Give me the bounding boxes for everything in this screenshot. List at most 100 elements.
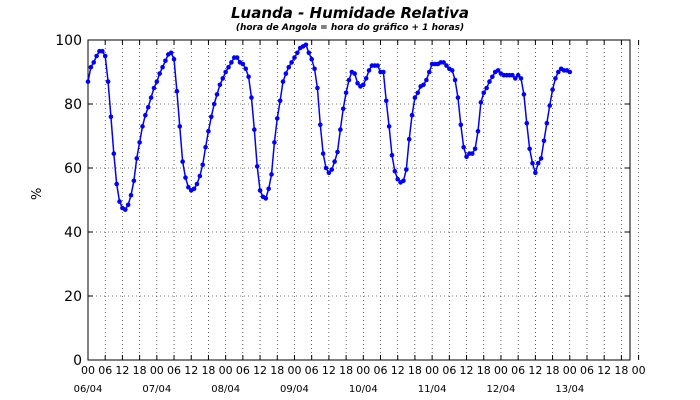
x-tick-label: 06: [236, 364, 250, 377]
y-tick-label: 40: [64, 225, 82, 241]
data-point: [171, 56, 177, 62]
data-point: [114, 181, 119, 187]
data-point: [117, 199, 122, 204]
chart-title: Luanda - Humidade Relativa: [230, 4, 469, 22]
data-point: [332, 159, 337, 164]
data-point: [151, 85, 157, 91]
x-tick-label: 12: [597, 364, 611, 377]
series-humidity: [85, 42, 573, 212]
plot-area-frame: [87, 39, 631, 361]
x-tick-label: 18: [614, 364, 628, 377]
data-point: [180, 159, 185, 164]
data-point: [160, 64, 165, 70]
data-point: [404, 167, 409, 172]
x-date-label: 06/04: [74, 384, 103, 395]
data-point: [421, 82, 426, 88]
data-point: [412, 95, 418, 100]
data-point: [254, 164, 260, 169]
x-tick-label: 06: [167, 364, 181, 377]
x-tick-label: 12: [460, 364, 474, 377]
data-point: [444, 63, 449, 68]
data-point: [88, 64, 94, 70]
data-point: [154, 79, 160, 84]
data-point: [366, 68, 372, 73]
data-point: [105, 79, 111, 84]
x-tick-label: 12: [391, 364, 405, 377]
x-tick-label: 00: [81, 364, 95, 377]
data-point: [229, 60, 234, 65]
data-point: [406, 136, 412, 142]
data-point: [125, 202, 131, 208]
data-point: [286, 64, 292, 70]
data-point: [320, 151, 326, 156]
data-point: [186, 184, 191, 190]
data-point: [157, 71, 162, 76]
x-tick-label: 18: [546, 364, 560, 377]
data-point: [323, 165, 329, 171]
data-point: [217, 82, 223, 88]
data-point: [283, 71, 289, 76]
grid-lines: [88, 40, 639, 360]
x-tick-label: 06: [511, 364, 525, 377]
data-point: [143, 112, 148, 118]
data-point: [274, 116, 280, 121]
data-point: [464, 154, 469, 160]
x-tick-label: 00: [356, 364, 370, 377]
x-tick-label: 06: [442, 364, 456, 377]
data-point: [131, 178, 137, 184]
data-point: [220, 76, 226, 81]
x-tick-label: 12: [184, 364, 198, 377]
x-date-label: 07/04: [142, 384, 171, 395]
data-point: [312, 66, 317, 72]
x-date-label: 11/04: [418, 384, 447, 395]
data-point: [246, 74, 251, 80]
x-tick-label: 18: [408, 364, 422, 377]
data-point: [240, 61, 246, 67]
data-point: [395, 176, 401, 182]
x-tick-label: 18: [270, 364, 284, 377]
x-tick-label: 12: [115, 364, 129, 377]
x-date-label: 08/04: [211, 384, 240, 395]
x-tick-label: 18: [477, 364, 491, 377]
data-point: [148, 95, 154, 100]
data-point: [194, 181, 200, 187]
data-point: [524, 120, 530, 126]
data-point: [458, 122, 464, 128]
data-point: [510, 72, 515, 78]
data-point: [200, 162, 206, 168]
data-point: [292, 55, 297, 60]
data-point: [309, 56, 314, 62]
data-point: [303, 42, 309, 48]
data-point: [338, 127, 343, 132]
data-point: [306, 50, 312, 56]
data-point: [272, 140, 277, 145]
y-tick-label: 20: [64, 289, 82, 305]
data-point: [211, 101, 217, 107]
x-tick-label: 00: [287, 364, 301, 377]
data-point: [315, 85, 320, 91]
data-point: [249, 95, 254, 100]
data-point: [487, 79, 492, 84]
data-point: [257, 188, 263, 193]
data-point: [140, 124, 145, 129]
y-tick-label: 100: [55, 33, 82, 49]
data-point: [280, 79, 286, 84]
data-point: [191, 186, 197, 192]
x-tick-label: 00: [632, 364, 646, 377]
data-point: [478, 100, 484, 105]
y-axis: 0 20 40 60 80 100: [55, 33, 630, 369]
data-point: [409, 112, 415, 118]
data-point: [203, 144, 208, 150]
data-point: [452, 77, 458, 83]
data-point: [521, 92, 527, 97]
x-axis: 00 06 12 18 00 06 12 18 00 06 12 18 00 06 12 18 00 06 12 18…: [74, 40, 646, 395]
data-point: [375, 63, 380, 68]
data-point: [553, 76, 558, 81]
y-tick-label: 0: [73, 353, 82, 369]
x-date-label: 13/04: [555, 384, 584, 395]
data-point: [145, 104, 151, 110]
data-point: [85, 79, 91, 84]
data-point: [381, 69, 386, 75]
data-point: [326, 170, 332, 176]
